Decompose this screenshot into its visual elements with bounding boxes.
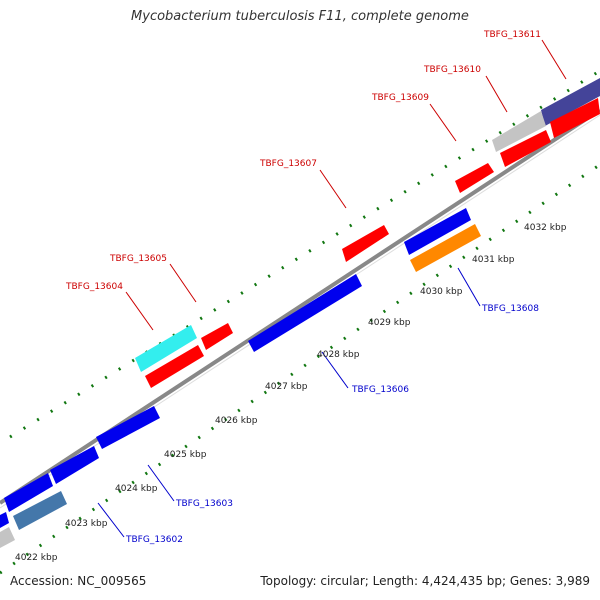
leader-tbfg-13604 <box>125 291 154 331</box>
gene-label[interactable]: TBFG_13605 <box>109 254 167 264</box>
leader-tbfg-13605 <box>169 263 197 303</box>
map-title: Mycobacterium tuberculosis F11, complete… <box>131 9 469 24</box>
kbp-label: 4026 kbp <box>215 416 258 426</box>
gene-label[interactable]: TBFG_13606 <box>351 385 409 395</box>
kbp-label: 4024 kbp <box>115 484 158 494</box>
gene-label[interactable]: TBFG_13609 <box>371 93 429 103</box>
kbp-label: 4030 kbp <box>420 287 463 297</box>
inner-tick-track <box>0 164 599 575</box>
gene-label[interactable]: TBFG_13611 <box>483 30 541 40</box>
gene-grey-left[interactable] <box>0 527 15 548</box>
kbp-label: 4028 kbp <box>317 350 360 360</box>
kbp-label: 4027 kbp <box>265 382 308 392</box>
gene-tbfg-13607[interactable] <box>342 225 389 262</box>
kbp-label: 4025 kbp <box>164 450 207 460</box>
gene-label[interactable]: TBFG_13608 <box>481 304 539 314</box>
gene-forward-lower[interactable] <box>145 345 204 388</box>
gene-tbfg-13609[interactable] <box>500 130 551 167</box>
gene-tbfg-13610[interactable] <box>492 111 546 152</box>
leader-tbfg-13607 <box>319 169 347 209</box>
gene-tbfg-13602[interactable] <box>13 491 67 530</box>
gene-tbfg-13606[interactable] <box>248 274 362 352</box>
leader-tbfg-13608 <box>457 267 481 307</box>
gene-tbfg-13604[interactable] <box>135 325 197 372</box>
leader-tbfg-13603 <box>147 464 175 502</box>
leader-tbfg-13609 <box>429 103 457 142</box>
leader-tbfg-13611 <box>541 39 567 80</box>
gene-tbfg-13603[interactable] <box>50 446 99 484</box>
accession-label: Accession: NC_009565 <box>10 574 147 588</box>
gene-tbfg-13605[interactable] <box>201 323 233 350</box>
gene-label[interactable]: TBFG_13602 <box>125 535 183 545</box>
gene-label[interactable]: TBFG_13604 <box>65 282 123 292</box>
topology-label: Topology: circular; Length: 4,424,435 bp… <box>260 574 590 588</box>
gene-label[interactable]: TBFG_13603 <box>175 499 233 509</box>
leader-tbfg-13606 <box>321 351 349 389</box>
kbp-label: 4031 kbp <box>472 255 515 265</box>
gene-tbfg-13608[interactable] <box>410 224 481 272</box>
kbp-label: 4023 kbp <box>65 519 108 529</box>
gene-reverse-top[interactable] <box>404 208 471 255</box>
kbp-label: 4022 kbp <box>15 553 58 563</box>
gene-label[interactable]: TBFG_13610 <box>423 65 481 75</box>
kbp-label: 4032 kbp <box>524 223 567 233</box>
gene-reverse-edge[interactable] <box>0 512 9 528</box>
gene-reverse-a[interactable] <box>96 406 160 449</box>
gene-reverse-b[interactable] <box>4 473 53 512</box>
leader-tbfg-13610 <box>485 75 508 113</box>
gene-tbfg-13611[interactable] <box>541 78 600 126</box>
gene-forward-small[interactable] <box>455 163 494 193</box>
gene-forward-right[interactable] <box>550 98 600 138</box>
outer-tick-track <box>9 70 599 439</box>
leader-tbfg-13602 <box>97 502 125 538</box>
gene-label[interactable]: TBFG_13607 <box>259 159 317 169</box>
kbp-label: 4029 kbp <box>368 318 411 328</box>
